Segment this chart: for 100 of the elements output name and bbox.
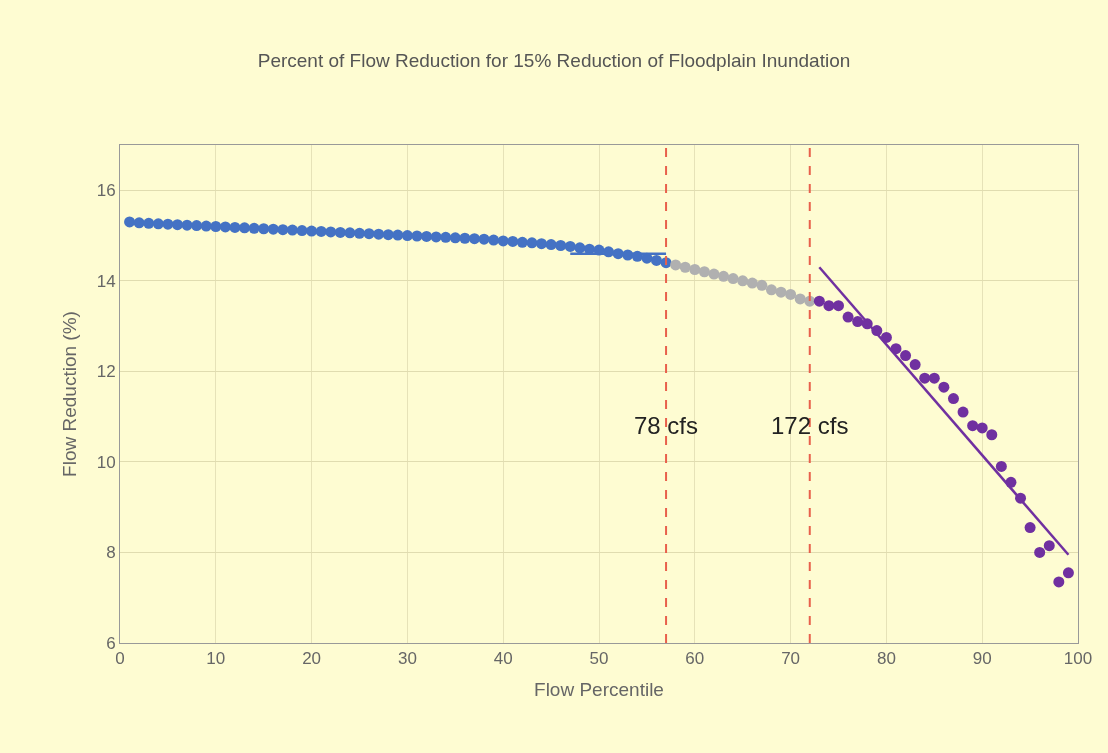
point — [986, 429, 998, 441]
point — [794, 293, 806, 305]
x-tick-label: 40 — [493, 649, 513, 669]
x-axis-title: Flow Percentile — [534, 679, 664, 701]
x-tick-label: 0 — [115, 649, 125, 669]
point — [421, 230, 433, 242]
point — [536, 238, 548, 250]
point — [670, 259, 682, 271]
point — [928, 372, 940, 384]
point — [181, 219, 193, 231]
point — [909, 359, 921, 371]
point — [152, 218, 164, 230]
point — [248, 222, 260, 234]
point — [823, 300, 835, 312]
point — [852, 316, 864, 328]
point — [373, 228, 385, 240]
point — [785, 288, 797, 300]
point — [296, 225, 308, 237]
point — [267, 223, 279, 235]
x-tick-label: 30 — [397, 649, 417, 669]
point — [526, 237, 538, 249]
point — [900, 350, 912, 362]
x-tick-label: 80 — [876, 649, 896, 669]
x-tick-label: 10 — [206, 649, 226, 669]
point — [239, 222, 251, 234]
point — [468, 233, 480, 245]
point — [1062, 567, 1074, 579]
point — [459, 232, 471, 244]
point — [401, 230, 413, 242]
point — [947, 393, 959, 405]
point — [679, 261, 691, 273]
y-tick-label: 6 — [106, 633, 116, 653]
point — [344, 227, 356, 239]
point — [478, 233, 490, 245]
y-tick-label: 8 — [106, 543, 116, 563]
point — [325, 226, 337, 238]
point — [171, 219, 183, 231]
chart-title: Percent of Flow Reduction for 15% Reduction of Floodplain Inundation — [257, 49, 851, 71]
x-tick-label: 20 — [302, 649, 322, 669]
point — [650, 254, 662, 266]
point — [938, 381, 950, 393]
point — [354, 227, 365, 239]
point — [191, 220, 203, 232]
point — [995, 460, 1007, 472]
y-tick-label: 16 — [96, 181, 116, 201]
point — [765, 284, 777, 296]
annotation: 78 cfs — [634, 412, 699, 439]
point — [229, 221, 241, 233]
point — [957, 406, 969, 418]
point — [555, 240, 567, 252]
point — [258, 223, 270, 235]
x-tick-label: 100 — [1063, 649, 1093, 669]
point — [449, 232, 461, 244]
point — [124, 216, 136, 228]
point — [756, 279, 768, 291]
point — [143, 217, 155, 229]
point — [1043, 540, 1055, 552]
point — [219, 221, 231, 233]
point — [162, 218, 174, 230]
point — [1034, 546, 1046, 558]
point — [315, 225, 327, 237]
point — [813, 295, 825, 307]
point — [689, 264, 701, 275]
y-tick-label: 14 — [96, 271, 116, 291]
point — [210, 220, 222, 232]
x-tick-label: 60 — [685, 649, 705, 669]
point — [775, 286, 787, 298]
x-tick-label: 70 — [781, 649, 801, 669]
y-tick-label: 10 — [96, 452, 116, 472]
point — [545, 239, 557, 251]
point — [1024, 522, 1036, 534]
x-tick-label: 50 — [589, 649, 609, 669]
point — [698, 266, 710, 278]
point — [488, 234, 500, 246]
point — [382, 229, 394, 241]
point — [277, 224, 289, 236]
point — [133, 217, 145, 229]
point — [564, 240, 576, 252]
point — [833, 300, 844, 312]
point — [737, 275, 749, 287]
point — [727, 273, 739, 285]
point — [286, 224, 298, 236]
point — [392, 229, 404, 241]
point — [842, 311, 854, 323]
point — [363, 228, 375, 240]
x-tick-label: 90 — [972, 649, 992, 669]
point — [976, 422, 988, 434]
point — [430, 231, 442, 243]
point — [507, 235, 519, 247]
point — [746, 277, 758, 289]
point — [967, 420, 979, 432]
point — [334, 226, 346, 238]
point — [718, 270, 730, 282]
point — [1053, 576, 1065, 588]
y-tick-label: 12 — [96, 362, 116, 382]
point — [306, 225, 318, 237]
annotation: 172 cfs — [771, 412, 849, 439]
point — [516, 236, 528, 248]
point — [919, 372, 931, 384]
y-axis-title: Flow Reduction (%) — [58, 311, 80, 477]
